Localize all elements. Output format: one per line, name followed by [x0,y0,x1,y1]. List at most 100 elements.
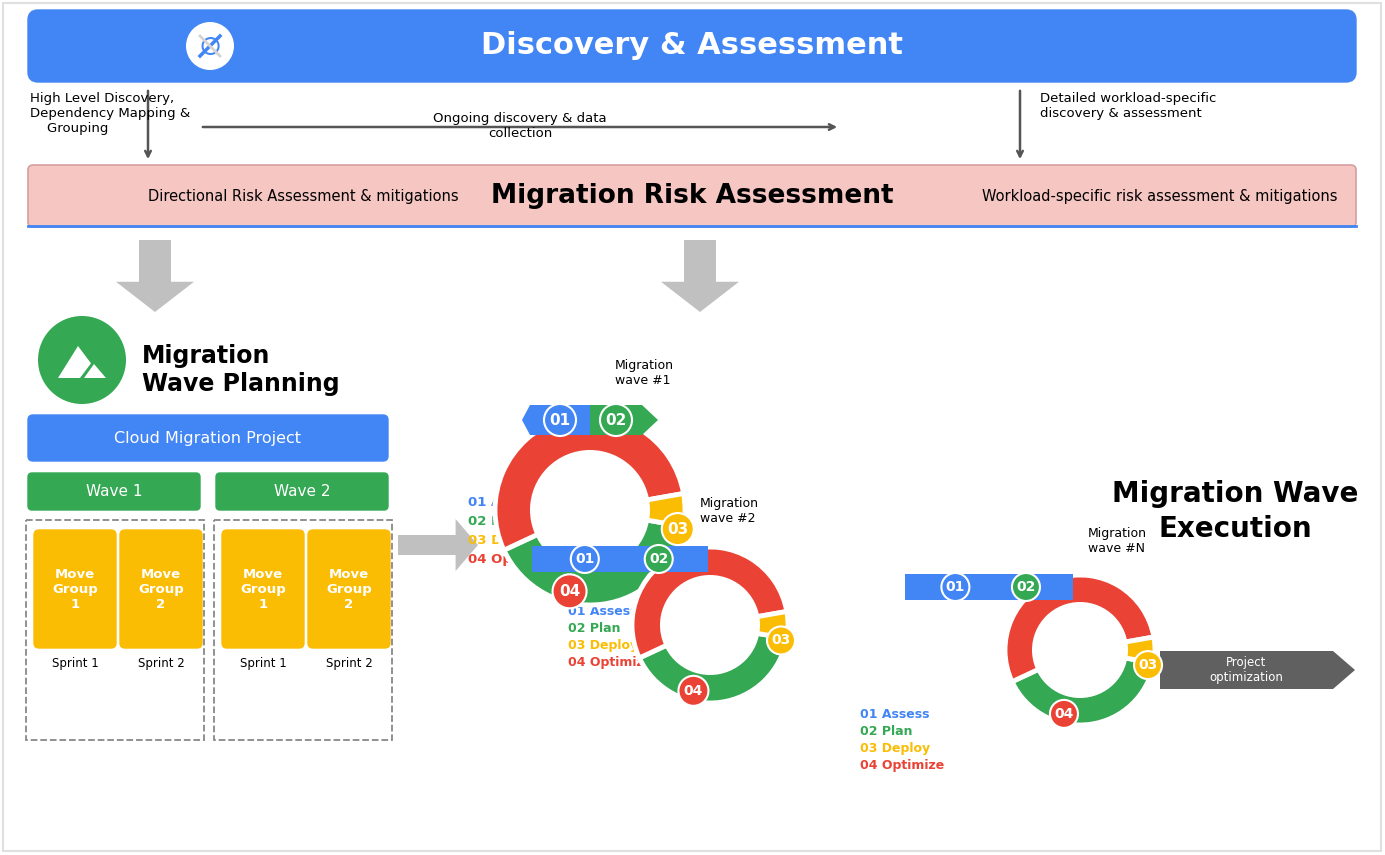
Polygon shape [904,574,1073,600]
Circle shape [544,404,576,436]
Wedge shape [494,415,684,550]
Circle shape [662,513,694,545]
Text: 04 Optimize: 04 Optimize [860,759,945,772]
FancyBboxPatch shape [216,473,388,510]
Circle shape [1134,652,1162,679]
Wedge shape [711,611,788,639]
Wedge shape [504,510,684,605]
Polygon shape [522,405,590,435]
Polygon shape [1161,651,1355,689]
Text: 02: 02 [1017,580,1036,594]
Text: 03 Deploy: 03 Deploy [568,639,638,652]
Text: 02: 02 [650,552,669,566]
Text: 01: 01 [575,552,594,566]
Circle shape [679,675,709,706]
FancyBboxPatch shape [35,530,116,648]
Text: 03: 03 [668,522,688,537]
Text: Migration Wave
Execution: Migration Wave Execution [1112,480,1359,543]
Circle shape [942,573,969,601]
Text: 04: 04 [560,584,580,598]
FancyBboxPatch shape [120,530,202,648]
Text: 02 Plan: 02 Plan [568,622,620,635]
Text: 03: 03 [771,634,791,647]
Polygon shape [138,240,172,282]
Text: 02: 02 [605,412,626,428]
Polygon shape [80,362,107,378]
Circle shape [186,22,234,70]
Text: Migration Risk Assessment: Migration Risk Assessment [490,183,893,209]
Text: 03 Deploy: 03 Deploy [468,534,543,547]
Wedge shape [1006,575,1154,681]
Text: ⊙: ⊙ [198,33,222,61]
Bar [26,520,204,740]
Text: 03: 03 [1138,658,1158,672]
Text: Project
optimization: Project optimization [1209,656,1284,684]
Text: 01 Assess: 01 Assess [860,708,929,721]
Text: 01: 01 [946,580,965,594]
Circle shape [1050,700,1078,728]
Text: Workload-specific risk assessment & mitigations: Workload-specific risk assessment & miti… [982,188,1338,203]
Text: 01 Assess: 01 Assess [568,605,637,618]
FancyBboxPatch shape [222,530,303,648]
FancyBboxPatch shape [28,473,199,510]
Text: 04 Optimize: 04 Optimize [568,656,652,669]
Circle shape [553,575,587,608]
Wedge shape [1080,637,1155,663]
Text: Move
Group
2: Move Group 2 [325,568,373,610]
Wedge shape [590,493,686,527]
Text: Move
Group
1: Move Group 1 [240,568,285,610]
Polygon shape [532,546,708,572]
Text: 01 Assess: 01 Assess [468,496,542,509]
FancyBboxPatch shape [307,530,391,648]
Polygon shape [684,240,716,282]
Wedge shape [640,625,787,703]
Circle shape [645,545,673,573]
Circle shape [1032,602,1127,698]
Text: Migration
wave #1: Migration wave #1 [615,359,674,387]
Polygon shape [58,346,102,378]
Text: Sprint 1: Sprint 1 [51,657,98,670]
Text: Migration
wave #N: Migration wave #N [1089,527,1147,555]
Text: Migration
wave #2: Migration wave #2 [699,497,759,525]
Text: Directional Risk Assessment & mitigations: Directional Risk Assessment & mitigation… [148,188,458,203]
Polygon shape [116,282,194,312]
Text: 03 Deploy: 03 Deploy [860,742,931,755]
Text: Move
Group
2: Move Group 2 [138,568,184,610]
Text: Sprint 1: Sprint 1 [240,657,287,670]
Bar [215,520,392,740]
Text: Wave 2: Wave 2 [274,483,330,498]
Text: Cloud Migration Project: Cloud Migration Project [115,431,302,445]
Text: 04 Optimize: 04 Optimize [468,553,558,566]
Text: Discovery & Assessment: Discovery & Assessment [481,32,903,61]
Text: Detailed workload-specific
discovery & assessment: Detailed workload-specific discovery & a… [1040,92,1216,120]
Circle shape [600,404,632,436]
Text: 04: 04 [1054,707,1073,721]
Text: Migration
Wave Planning: Migration Wave Planning [143,344,339,396]
Text: High Level Discovery,
Dependency Mapping &
    Grouping: High Level Discovery, Dependency Mapping… [30,92,190,135]
Wedge shape [1012,650,1154,725]
Polygon shape [590,405,658,435]
Text: Sprint 2: Sprint 2 [137,657,184,670]
FancyBboxPatch shape [28,165,1356,227]
Wedge shape [632,547,787,658]
Text: 01: 01 [550,412,571,428]
Text: Wave 1: Wave 1 [86,483,143,498]
Polygon shape [397,534,456,556]
Circle shape [767,627,795,654]
Polygon shape [661,282,740,312]
Text: 02 Plan: 02 Plan [860,725,913,738]
Circle shape [1012,573,1040,601]
Circle shape [37,316,126,404]
Polygon shape [456,519,478,571]
FancyBboxPatch shape [28,415,388,461]
Circle shape [661,575,760,675]
FancyBboxPatch shape [28,10,1356,82]
Text: Sprint 2: Sprint 2 [325,657,373,670]
Circle shape [530,450,650,570]
Text: Ongoing discovery & data
collection: Ongoing discovery & data collection [434,112,607,140]
Text: Move
Group
1: Move Group 1 [53,568,98,610]
Text: 02 Plan: 02 Plan [468,515,524,528]
Text: 04: 04 [684,684,704,698]
Polygon shape [84,364,107,378]
Circle shape [571,545,598,573]
